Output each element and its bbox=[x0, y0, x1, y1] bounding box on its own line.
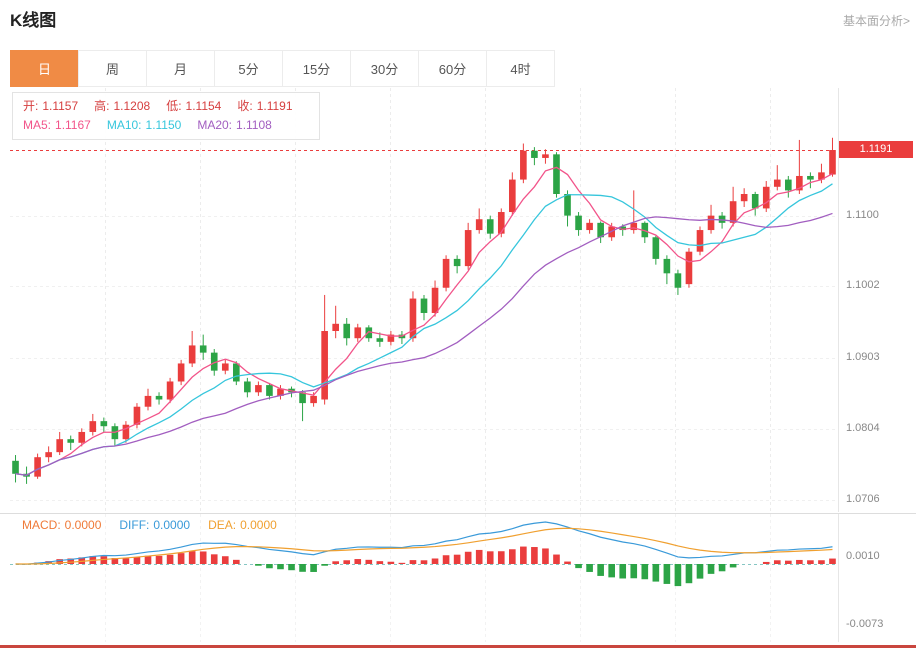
main-chart-canvas[interactable] bbox=[10, 88, 838, 512]
low-label: 低: bbox=[166, 99, 182, 113]
macd-value: 0.0000 bbox=[64, 518, 102, 532]
current-price-badge: 1.1191 bbox=[839, 141, 913, 158]
y-axis-label: 1.1100 bbox=[846, 208, 879, 221]
open-value: 1.1157 bbox=[42, 99, 79, 113]
macd-axis-label: 0.0010 bbox=[846, 550, 880, 562]
open-label: 开: bbox=[23, 99, 39, 113]
macd-axis-label: -0.0073 bbox=[846, 618, 884, 630]
ma5-value: 1.1167 bbox=[55, 118, 91, 132]
main-chart bbox=[10, 88, 838, 512]
dea-value: 0.0000 bbox=[240, 518, 277, 532]
ma-legend-row: MA5: 1.1167 MA10: 1.1150 MA20: 1.1108 bbox=[23, 116, 309, 135]
tab-monthly[interactable]: 月 bbox=[146, 50, 215, 87]
price-axis: 1.1191 1.1100 1.1002 1.0903 1.0804 1.0706 bbox=[838, 88, 916, 512]
ma5-label: MA5: bbox=[23, 118, 52, 132]
timeframe-tabs: 日 周 月 5分 15分 30分 60分 4时 bbox=[10, 50, 555, 87]
macd-label: MACD: bbox=[22, 518, 61, 532]
macd-chart-canvas[interactable] bbox=[10, 514, 838, 642]
ohlc-legend-row: 开: 1.1157 高: 1.1208 低: 1.1154 收: 1.1191 bbox=[23, 97, 309, 116]
tab-30min[interactable]: 30分 bbox=[350, 50, 419, 87]
macd-axis: 0.0010 -0.0073 bbox=[838, 514, 916, 642]
tab-60min[interactable]: 60分 bbox=[418, 50, 487, 87]
dea-label: DEA: bbox=[208, 518, 237, 532]
y-axis-label: 1.0706 bbox=[846, 492, 880, 505]
macd-panel bbox=[10, 514, 838, 642]
tab-5min[interactable]: 5分 bbox=[214, 50, 283, 87]
tab-4hour[interactable]: 4时 bbox=[486, 50, 555, 87]
close-label: 收: bbox=[237, 99, 253, 113]
bottom-accent-bar bbox=[0, 645, 916, 648]
close-value: 1.1191 bbox=[256, 99, 293, 113]
fundamental-analysis-link[interactable]: 基本面分析> bbox=[842, 14, 910, 28]
ma20-value: 1.1108 bbox=[236, 118, 272, 132]
chart-legend: 开: 1.1157 高: 1.1208 低: 1.1154 收: 1.1191 MA5: 1.1… bbox=[12, 92, 320, 140]
high-value: 1.1208 bbox=[113, 99, 151, 113]
high-label: 高: bbox=[94, 99, 110, 113]
y-axis-label: 1.0903 bbox=[846, 350, 880, 363]
ma10-label: MA10: bbox=[106, 118, 142, 132]
low-value: 1.1154 bbox=[185, 99, 222, 113]
page-title: K线图 bbox=[10, 11, 57, 30]
ma20-label: MA20: bbox=[197, 118, 233, 132]
tab-daily[interactable]: 日 bbox=[10, 50, 79, 87]
diff-value: 0.0000 bbox=[153, 518, 191, 532]
y-axis-label: 1.0804 bbox=[846, 422, 880, 435]
y-axis-label: 1.1002 bbox=[846, 279, 880, 292]
ma10-value: 1.1150 bbox=[145, 118, 182, 132]
tab-weekly[interactable]: 周 bbox=[78, 50, 147, 87]
panel-divider bbox=[0, 513, 916, 514]
tab-15min[interactable]: 15分 bbox=[282, 50, 351, 87]
macd-legend: MACD: 0.0000 DIFF: 0.0000 DEA: 0.0000 bbox=[22, 518, 295, 532]
diff-label: DIFF: bbox=[119, 518, 150, 532]
